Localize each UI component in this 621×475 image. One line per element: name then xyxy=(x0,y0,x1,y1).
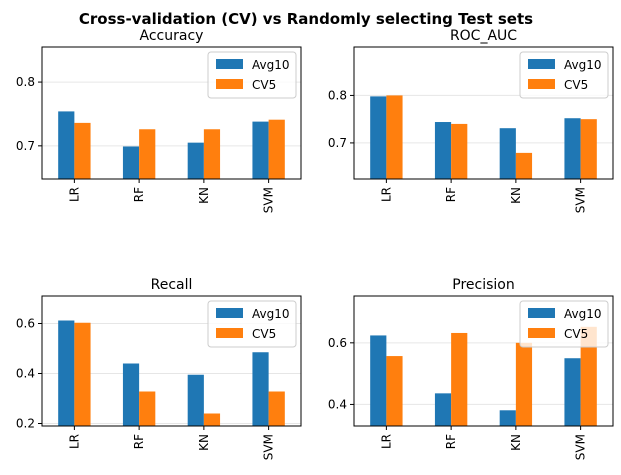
bar-avg10-rf xyxy=(434,122,452,179)
y-tick-label: 0.7 xyxy=(16,139,35,153)
bar-avg10-rf xyxy=(122,363,140,426)
legend-swatch-cv5 xyxy=(528,328,555,338)
y-tick-label: 0.8 xyxy=(16,75,35,89)
legend-label-cv5: CV5 xyxy=(252,327,276,341)
y-tick-label: 0.4 xyxy=(16,367,35,381)
subplot-accuracy: Accuracy 0.7 0.8 LR RF KN SVM Avg10 CV5 xyxy=(16,28,302,213)
legend: Avg10 CV5 xyxy=(207,300,297,348)
bar-cv5-kn xyxy=(515,342,533,426)
bar-cv5-lr xyxy=(386,356,403,426)
bar-cv5-kn xyxy=(515,152,533,179)
subplot-precision: Precision 0.4 0.6 LR RF KN SVM Avg10 CV5 xyxy=(328,277,614,460)
legend-swatch-cv5 xyxy=(216,79,243,89)
bar-avg10-kn xyxy=(187,374,204,426)
bar-cv5-svm xyxy=(268,391,285,426)
figure-suptitle: Cross-validation (CV) vs Randomly select… xyxy=(79,10,533,28)
legend-swatch-avg10 xyxy=(528,308,555,318)
x-tick-label: KN xyxy=(197,187,211,204)
y-tick-label: 0.2 xyxy=(16,417,35,431)
legend-label-avg10: Avg10 xyxy=(252,307,290,321)
bar-cv5-lr xyxy=(74,122,91,179)
bar-avg10-svm xyxy=(252,121,269,179)
bar-cv5-svm xyxy=(580,119,597,179)
legend: Avg10 CV5 xyxy=(207,51,297,99)
x-tick-label: RF xyxy=(444,434,458,449)
bar-avg10-kn xyxy=(499,410,516,426)
legend-label-cv5: CV5 xyxy=(564,327,588,341)
subplot-title: Precision xyxy=(452,277,514,293)
bar-avg10-svm xyxy=(252,352,269,426)
bar-cv5-lr xyxy=(74,322,91,426)
legend-swatch-cv5 xyxy=(216,328,243,338)
bar-avg10-kn xyxy=(499,128,516,179)
bar-avg10-kn xyxy=(187,142,204,179)
subplot-roc-auc: ROC_AUC 0.7 0.8 LR RF KN SVM Avg10 CV5 xyxy=(328,28,614,213)
x-tick-label: SVM xyxy=(262,187,276,213)
subplot-title: Recall xyxy=(151,277,193,293)
legend: Avg10 CV5 xyxy=(519,51,609,99)
legend-swatch-avg10 xyxy=(216,59,243,69)
axes-frame xyxy=(41,295,302,427)
y-tick-label: 0.4 xyxy=(328,397,347,411)
x-tick-label: RF xyxy=(132,434,146,449)
y-tick-label: 0.8 xyxy=(328,88,347,102)
bar-avg10-svm xyxy=(564,358,581,426)
bar-avg10-rf xyxy=(434,393,452,426)
legend: Avg10 CV5 xyxy=(519,300,609,348)
legend-swatch-cv5 xyxy=(528,79,555,89)
x-tick-label: SVM xyxy=(262,434,276,460)
x-tick-label: LR xyxy=(379,187,393,202)
bar-avg10-lr xyxy=(370,335,387,426)
x-tick-label: KN xyxy=(509,187,523,204)
bar-cv5-rf xyxy=(451,332,468,426)
bar-avg10-lr xyxy=(58,111,75,179)
axes-frame xyxy=(353,295,614,427)
x-tick-label: SVM xyxy=(574,187,588,213)
bar-avg10-rf xyxy=(122,146,140,179)
subplot-recall: Recall 0.2 0.4 0.6 LR RF KN SVM Avg10 CV5 xyxy=(16,277,302,460)
y-tick-label: 0.6 xyxy=(328,336,347,350)
bar-cv5-lr xyxy=(386,95,403,179)
legend-swatch-avg10 xyxy=(528,59,555,69)
bar-avg10-lr xyxy=(58,320,75,426)
x-tick-label: KN xyxy=(197,434,211,451)
bar-cv5-rf xyxy=(451,123,468,179)
bar-cv5-rf xyxy=(139,391,156,426)
legend-swatch-avg10 xyxy=(216,308,243,318)
legend-label-avg10: Avg10 xyxy=(252,58,290,72)
y-tick-label: 0.6 xyxy=(16,317,35,331)
x-tick-label: RF xyxy=(132,187,146,202)
x-tick-label: LR xyxy=(379,434,393,449)
axes-frame xyxy=(41,46,302,180)
bar-avg10-lr xyxy=(370,96,387,179)
x-tick-label: SVM xyxy=(574,434,588,460)
legend-label-cv5: CV5 xyxy=(252,78,276,92)
subplot-title: Accuracy xyxy=(140,28,204,44)
legend-label-avg10: Avg10 xyxy=(564,307,602,321)
legend-label-cv5: CV5 xyxy=(564,78,588,92)
bar-cv5-svm xyxy=(580,326,597,426)
x-tick-label: KN xyxy=(509,434,523,451)
legend-label-avg10: Avg10 xyxy=(564,58,602,72)
subplot-title: ROC_AUC xyxy=(450,28,517,44)
x-tick-label: LR xyxy=(67,434,81,449)
bar-cv5-kn xyxy=(203,413,221,426)
bar-cv5-rf xyxy=(139,129,156,179)
x-tick-label: LR xyxy=(67,187,81,202)
bar-avg10-svm xyxy=(564,118,581,179)
axes-frame xyxy=(353,46,614,180)
bar-cv5-kn xyxy=(203,129,221,179)
x-tick-label: RF xyxy=(444,187,458,202)
y-tick-label: 0.7 xyxy=(328,136,347,150)
bar-cv5-svm xyxy=(268,119,285,179)
